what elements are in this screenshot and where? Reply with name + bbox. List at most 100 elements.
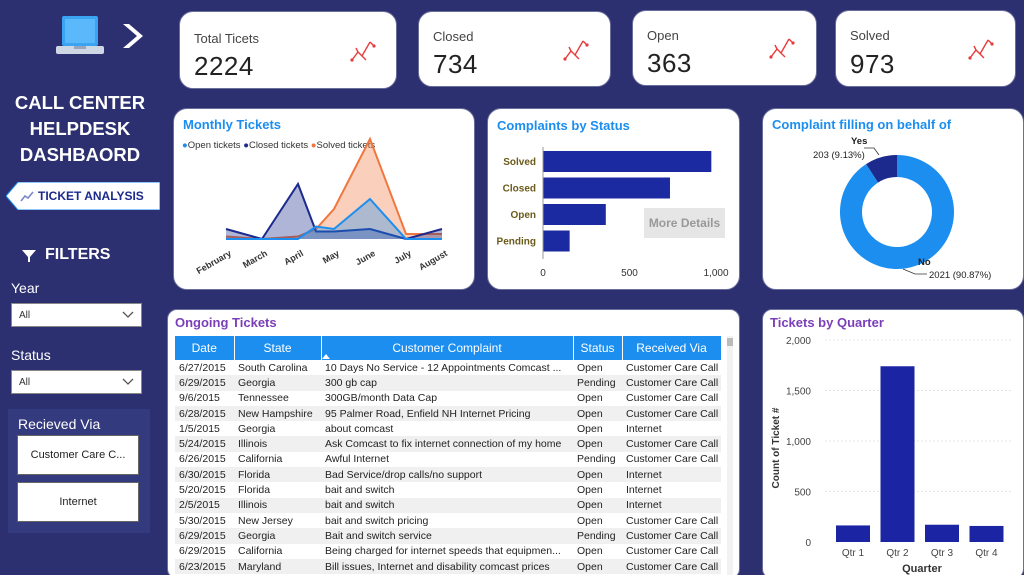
sort-ascending-icon[interactable] (321, 352, 331, 360)
table-cell: Open (577, 484, 603, 497)
table-row[interactable]: 5/20/2015 Florida bait and switch Open Inter… (175, 482, 721, 497)
table-cell: Bill issues, Internet and disability com… (321, 558, 573, 575)
table-cell: Customer Care Call (626, 361, 719, 374)
table-cell: Georgia (238, 422, 276, 435)
table-cell: California (238, 453, 283, 466)
funnel-icon (22, 250, 36, 262)
table-cell: Open (573, 558, 622, 575)
table-row[interactable]: 5/24/2015 Illinois Ask Comcast to fix inte… (175, 436, 721, 452)
table-cell: Open (573, 467, 622, 483)
series-area-closed (226, 184, 442, 239)
received-via-customer-care-button[interactable]: Customer Care C... (17, 435, 139, 475)
column-header-received-via[interactable]: Received Via (622, 336, 722, 360)
table-cell: Georgia (234, 375, 321, 391)
column-header-state[interactable]: State (234, 336, 322, 360)
ongoing-tickets-table[interactable]: Date State Customer Complaint Status Rec… (175, 336, 722, 575)
series-area-open (226, 199, 442, 239)
table-cell: Florida (234, 467, 321, 483)
kpi-value: 363 (647, 48, 692, 78)
more-details-button[interactable]: More Details (644, 208, 725, 238)
table-cell: Being charged for internet speeds that e… (325, 545, 561, 558)
column-header-customer-complaint[interactable]: Customer Complaint (321, 336, 574, 360)
bar-solved (543, 151, 712, 172)
dashboard-title-line-3: DASHBAORD (19, 144, 141, 165)
table-cell: Internet (626, 484, 662, 497)
table-cell: South Carolina (238, 361, 308, 374)
table-cell: Customer Care Call (622, 558, 721, 575)
trend-icon (968, 39, 994, 60)
donut-slice-no (839, 155, 954, 269)
table-cell: Georgia (234, 528, 321, 544)
table-cell: Open (573, 405, 622, 422)
x-tick-label: May (321, 248, 341, 265)
laptop-icon (56, 16, 104, 54)
table-cell: 6/29/2015 (175, 375, 234, 391)
kpi-label: Solved (850, 28, 890, 43)
kpi-label: Total Ticets (194, 31, 260, 46)
table-cell: 5/30/2015 (179, 514, 226, 527)
table-row[interactable]: 6/27/2015 South Carolina 10 Days No Servic… (175, 360, 721, 375)
table-cell: Customer Care Call (622, 405, 721, 422)
scrollbar-thumb[interactable] (727, 338, 733, 346)
table-row[interactable]: 2/5/2015 Illinois bait and switch Open Inter… (175, 497, 721, 513)
column-header-status[interactable]: Status (573, 336, 623, 360)
year-select[interactable]: All (11, 303, 142, 327)
table-cell: 6/27/2015 (179, 361, 226, 374)
forward-arrow-icon[interactable] (120, 22, 148, 50)
table-cell: Open (577, 545, 603, 558)
table-cell: Customer Care Call (626, 392, 719, 405)
table-cell: 95 Palmer Road, Enfield NH Internet Pric… (321, 405, 573, 422)
table-scrollbar[interactable] (727, 336, 733, 575)
nav-ticket-analysis-label: TICKET ANALYSIS (38, 189, 144, 203)
table-cell: Customer Care Call (626, 514, 719, 527)
table-cell: bait and switch pricing (325, 514, 429, 527)
table-header-row: Date State Customer Complaint Status Rec… (175, 336, 722, 360)
table-row[interactable]: 6/26/2015 California Awful Internet Pending… (175, 452, 721, 467)
column-header-date[interactable]: Date (175, 336, 235, 360)
kpi-value: 734 (433, 49, 478, 79)
x-tick-label: 1,000 (703, 268, 728, 279)
table-row[interactable]: 9/6/2015 Tennessee 300GB/month Data Cap Ope… (175, 391, 721, 406)
table-cell: California (238, 545, 283, 558)
y-tick-label: 1,000 (786, 437, 811, 448)
table-row[interactable]: 6/30/2015 Florida Bad Service/drop calls/n… (175, 467, 721, 483)
table-row[interactable]: 6/29/2015 Georgia Bait and switch service P… (175, 528, 721, 544)
year-filter-label: Year (11, 280, 40, 296)
kpi-open: Open 363 (632, 10, 817, 86)
table-row[interactable]: 5/30/2015 New Jersey bait and switch prici… (175, 513, 721, 528)
kpi-closed: Closed 734 (418, 11, 611, 87)
table-cell: 6/23/2015 (175, 558, 234, 575)
yes-leader-line (864, 147, 880, 156)
kpi-label: Closed (433, 29, 474, 44)
table-cell: bait and switch (325, 484, 395, 497)
y-tick-label: Solved (503, 157, 536, 168)
table-row[interactable]: 6/28/2015 New Hampshire 95 Palmer Road, En… (175, 405, 721, 422)
table-cell: Internet (622, 497, 721, 513)
year-select-value: All (19, 310, 31, 321)
tickets-by-quarter-card: Tickets by Quarter 0 500 1,000 1,500 2,000 Qt… (762, 309, 1024, 575)
table-row[interactable]: 6/29/2015 Georgia 300 gb cap Pending Custome… (175, 375, 721, 391)
trend-icon (769, 38, 795, 59)
table-cell: 300 gb cap (321, 375, 573, 391)
y-tick-label: 2,000 (786, 336, 811, 347)
status-select[interactable]: All (11, 370, 142, 394)
bar-qtr-2 (880, 366, 915, 542)
table-row[interactable]: 6/29/2015 California Being charged for int… (175, 544, 721, 559)
trend-icon (350, 41, 376, 62)
bar-qtr-4 (969, 525, 1004, 542)
x-tick-label: February (195, 248, 233, 276)
status-select-value: All (19, 377, 31, 388)
table-cell: Customer Care Call (622, 375, 721, 391)
series-line-open (226, 197, 442, 240)
trend-icon (563, 40, 589, 61)
table-row[interactable]: 1/5/2015 Georgia about comcast Open Internet (175, 421, 721, 436)
legend-closed: Closed tickets (248, 140, 309, 151)
nav-ticket-analysis[interactable]: TICKET ANALYSIS (6, 182, 160, 210)
y-tick-label: 500 (794, 488, 811, 499)
table-row[interactable]: 6/23/2015 Maryland Bill issues, Internet a… (175, 558, 721, 575)
tickets-by-quarter-chart: 0 500 1,000 1,500 2,000 Qtr 1 Qtr 2 Qtr 3 Qtr 4 Q… (771, 336, 1013, 575)
chart-icon (20, 191, 34, 202)
complaints-by-status-title: Complaints by Status (497, 118, 630, 133)
received-via-internet-button[interactable]: Internet (17, 482, 139, 522)
series-line-closed (225, 181, 443, 241)
